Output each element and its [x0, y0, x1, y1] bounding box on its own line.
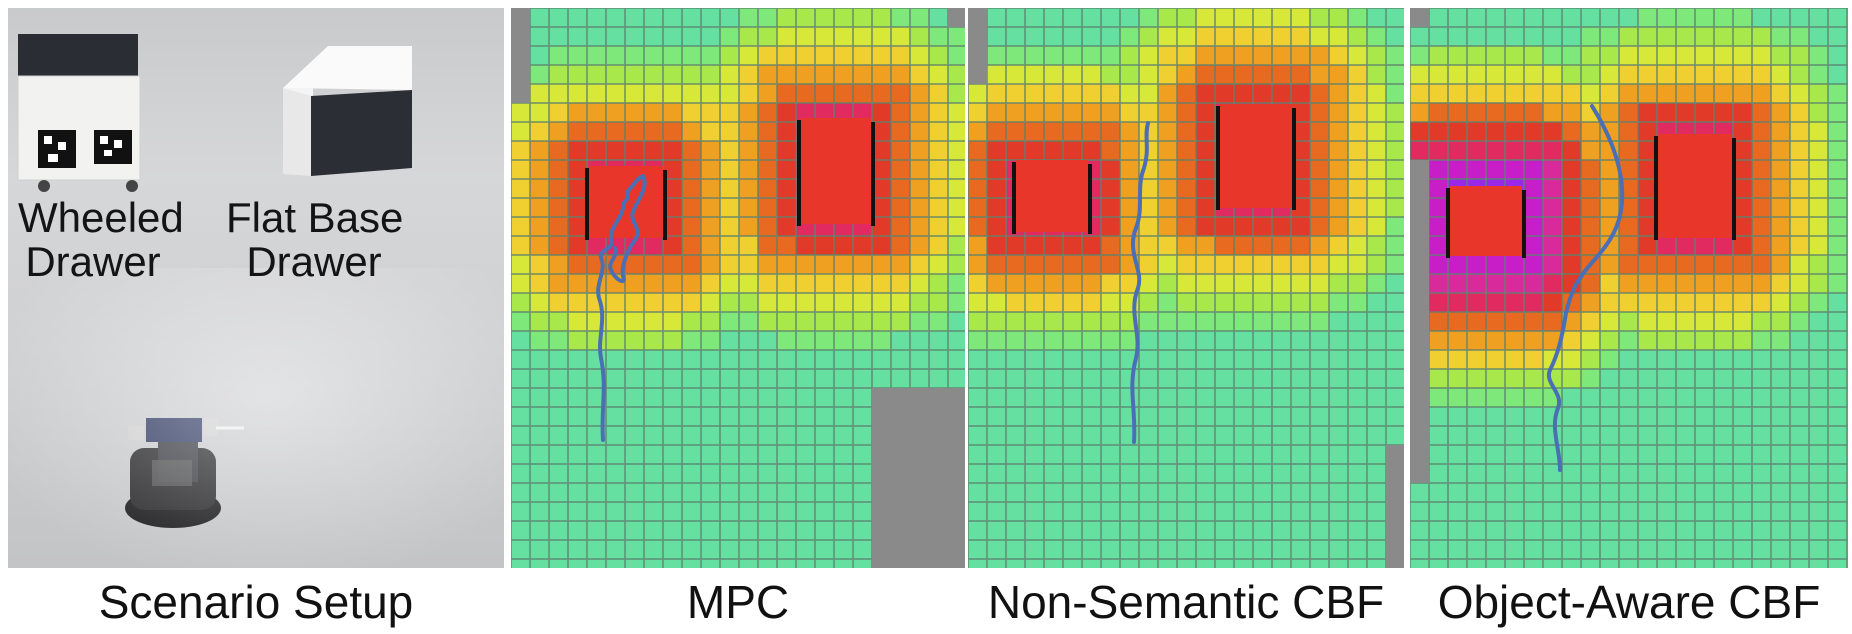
costmap-cells [968, 8, 1404, 568]
obstacle-box-2 [1654, 134, 1736, 240]
robot-trajectory [1546, 104, 1625, 472]
wheeled-drawer [17, 34, 141, 192]
obstacle-box-1 [1012, 160, 1092, 234]
wheeled-label-line2: Drawer [25, 238, 161, 285]
non-semantic-cbf-costmap [968, 8, 1404, 568]
floor-highlight [8, 268, 504, 568]
obstacle-box-2 [797, 118, 875, 226]
robot-trajectory [596, 174, 647, 442]
costmap-cells [1410, 8, 1848, 568]
robot-trajectory [1130, 121, 1150, 444]
robot [125, 418, 244, 528]
caption-non-semantic-cbf: Non-Semantic CBF [987, 576, 1385, 628]
obstacle-box-1 [1446, 186, 1526, 258]
object-aware-cbf-panel [1410, 8, 1848, 568]
flat-base-drawer [283, 46, 412, 176]
mpc-costmap [511, 8, 965, 568]
flat-label-line2: Drawer [246, 238, 382, 285]
wheeled-drawer-label: Wheeled Drawer [18, 194, 184, 285]
flat-base-drawer-label: Flat Base Drawer [226, 194, 404, 285]
caption-mpc: MPC [686, 576, 790, 628]
caption-scenario-setup: Scenario Setup [98, 576, 414, 628]
flat-label-line1: Flat Base [226, 194, 404, 241]
wheeled-label-line1: Wheeled [18, 194, 184, 241]
caption-object-aware-cbf: Object-Aware CBF [1437, 576, 1821, 628]
mpc-costmap-panel [511, 8, 965, 568]
obstacle-box-2 [1216, 104, 1296, 210]
scenario-photo: Wheeled Drawer Flat Base Drawer [8, 8, 504, 568]
scenario-illustration [17, 34, 412, 528]
non-semantic-cbf-panel [968, 8, 1404, 568]
costmap-cells [511, 8, 965, 568]
object-aware-cbf-costmap [1410, 8, 1848, 568]
